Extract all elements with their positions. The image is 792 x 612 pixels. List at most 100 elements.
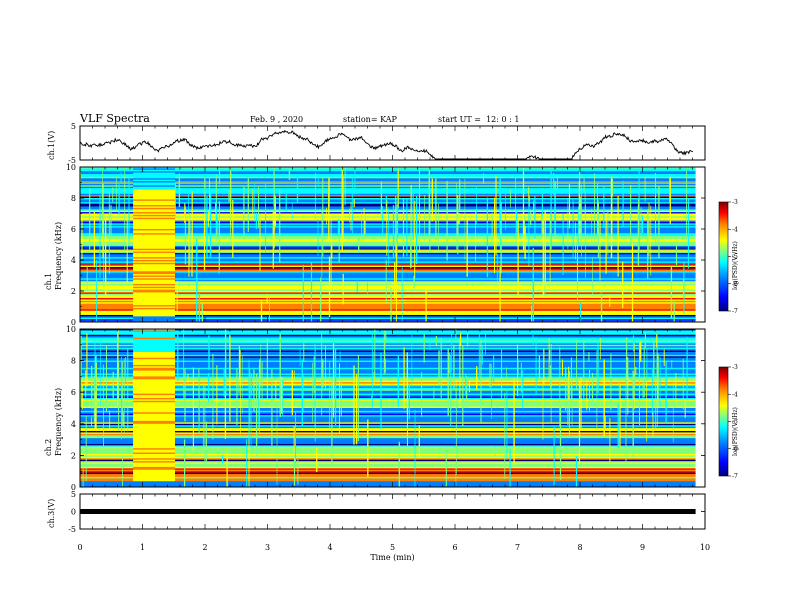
x-tick-label: 7 — [515, 543, 520, 552]
burst-cell — [133, 380, 175, 383]
spectrogram-band — [80, 310, 696, 313]
burst-cell — [133, 420, 175, 423]
burst-cell — [133, 349, 175, 351]
spectrogram-band — [80, 295, 696, 298]
burst-cell — [133, 319, 175, 321]
burst-cell — [133, 183, 175, 186]
spectrogram-band — [80, 281, 696, 283]
spectrogram-band — [80, 199, 696, 202]
burst-cell — [133, 464, 175, 466]
spectrogram-band — [80, 485, 696, 488]
x-tick-label: 2 — [202, 543, 207, 552]
spectrogram-band — [80, 399, 696, 402]
burst-cell — [133, 195, 175, 197]
spectrogram-band — [80, 313, 696, 316]
spectrogram-band — [80, 374, 696, 377]
burst-cell — [133, 220, 175, 223]
spectrogram-band — [80, 285, 696, 288]
spectrogram-band — [80, 364, 696, 367]
spectrogram-band — [80, 366, 696, 369]
spectrogram-band — [80, 230, 696, 233]
spectrogram-band — [80, 422, 696, 425]
burst-cell — [133, 200, 175, 203]
spectrogram-band — [80, 216, 696, 219]
spectrogram-band — [80, 383, 696, 386]
burst-cell — [133, 456, 175, 459]
burst-cell — [133, 461, 175, 463]
x-tick-label: 8 — [577, 543, 582, 552]
spectrogram-band — [80, 167, 696, 169]
spectrogram-band — [80, 289, 696, 292]
burst-cell — [133, 285, 175, 288]
spectrogram-band — [80, 221, 696, 224]
spectrogram-band — [80, 449, 696, 452]
ch3-waveform — [80, 509, 696, 514]
ch2-colorbar-tick-label: -6 — [732, 446, 738, 453]
burst-cell — [133, 258, 175, 261]
ch3-waveform-ytick-label: 5 — [71, 490, 76, 499]
spectrogram-band — [80, 481, 696, 484]
spectrogram-band — [80, 178, 696, 181]
burst-cell — [133, 267, 175, 269]
burst-cell — [133, 403, 175, 406]
ch2-spectrogram-ytick-label: 8 — [71, 357, 76, 366]
burst-cell — [133, 213, 175, 216]
burst-cell — [133, 373, 175, 376]
spectrogram-band — [80, 214, 696, 217]
burst-cell — [133, 317, 175, 320]
burst-cell — [133, 443, 175, 446]
spectrogram-band — [80, 423, 696, 426]
ch3-waveform-ytick-label: 0 — [71, 508, 76, 517]
burst-cell — [133, 305, 175, 307]
burst-cell — [133, 458, 175, 461]
ch2-colorbar — [718, 366, 729, 477]
burst-cell — [133, 298, 175, 300]
burst-cell — [133, 237, 175, 240]
burst-cell — [133, 343, 175, 346]
burst-cell — [133, 178, 175, 181]
spectrogram-band — [80, 455, 696, 458]
burst-cell — [133, 261, 175, 264]
burst-cell — [133, 372, 175, 374]
spectrogram-band — [80, 329, 696, 331]
ch1-spectrogram-ytick-label: 8 — [71, 194, 76, 203]
spectrogram-band — [80, 472, 696, 475]
burst-cell — [133, 412, 175, 415]
spectrogram-band — [80, 257, 696, 259]
spectrogram-band — [80, 426, 696, 429]
spectrogram-band — [80, 446, 696, 449]
burst-cell — [133, 196, 175, 199]
burst-cell — [133, 302, 175, 305]
burst-cell — [133, 379, 175, 382]
spectrogram-band — [80, 392, 696, 395]
spectrogram-band — [80, 175, 696, 178]
burst-cell — [133, 216, 175, 219]
ch2-spectrogram — [80, 329, 705, 488]
spectrogram-band — [80, 448, 696, 451]
spectrogram-band — [80, 442, 696, 445]
spectrogram-band — [80, 176, 696, 179]
burst-cell — [133, 283, 175, 286]
spectrogram-band — [80, 367, 696, 370]
burst-cell — [133, 203, 175, 206]
x-tick-label: 3 — [265, 543, 270, 552]
burst-cell — [133, 210, 175, 213]
burst-cell — [133, 168, 175, 171]
burst-cell — [133, 474, 175, 476]
spectrogram-band — [80, 389, 696, 392]
spectrogram-band — [80, 339, 696, 341]
spectrogram-band — [80, 182, 696, 185]
burst-cell — [133, 405, 175, 407]
spectrogram-band — [80, 428, 696, 430]
burst-cell — [133, 264, 175, 267]
burst-cell — [133, 357, 175, 360]
burst-cell — [133, 423, 175, 426]
burst-cell — [133, 307, 175, 310]
burst-cell — [133, 397, 175, 400]
burst-cell — [133, 400, 175, 403]
burst-cell — [133, 176, 175, 179]
burst-cell — [133, 385, 175, 387]
spectrogram-band — [80, 466, 696, 469]
ch2-spectrogram-ytick-label: 0 — [71, 483, 76, 492]
